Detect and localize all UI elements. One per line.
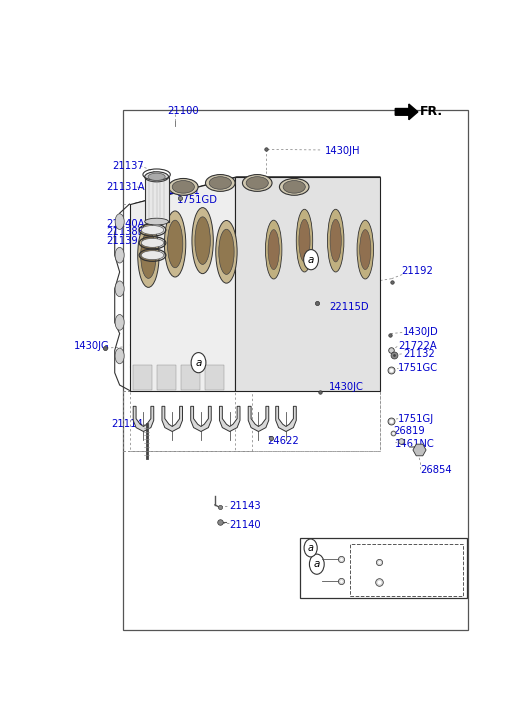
Text: FR.: FR.: [420, 105, 443, 119]
Text: a: a: [308, 254, 314, 265]
Text: 1430JD: 1430JD: [403, 327, 439, 337]
Ellipse shape: [115, 348, 124, 364]
Text: 21132: 21132: [403, 349, 435, 359]
Text: 1430JH: 1430JH: [325, 146, 360, 156]
Text: 1751GI: 1751GI: [308, 561, 344, 571]
Ellipse shape: [192, 208, 213, 273]
Ellipse shape: [246, 177, 268, 189]
Text: 1573GK: 1573GK: [359, 563, 399, 573]
Ellipse shape: [167, 220, 183, 268]
Text: a: a: [196, 358, 202, 368]
Text: 1430JG: 1430JG: [74, 341, 109, 351]
Ellipse shape: [279, 179, 309, 196]
Text: a: a: [307, 543, 314, 553]
Text: 21139: 21139: [107, 236, 138, 246]
Polygon shape: [395, 104, 418, 120]
Text: 21192: 21192: [401, 266, 433, 276]
Polygon shape: [133, 406, 154, 432]
Text: 21114: 21114: [111, 419, 143, 429]
Text: 26819: 26819: [393, 426, 425, 436]
Text: 21140A: 21140A: [107, 219, 145, 229]
Text: 21722A: 21722A: [398, 341, 437, 351]
Ellipse shape: [283, 180, 305, 193]
Text: (ALT.): (ALT.): [358, 553, 385, 563]
FancyBboxPatch shape: [157, 365, 176, 390]
Ellipse shape: [360, 230, 371, 270]
Ellipse shape: [141, 225, 164, 235]
Text: 26854: 26854: [420, 465, 452, 475]
FancyBboxPatch shape: [205, 365, 224, 390]
Polygon shape: [235, 177, 381, 390]
Polygon shape: [162, 406, 182, 432]
Text: 22115D: 22115D: [329, 302, 369, 312]
FancyBboxPatch shape: [181, 365, 200, 390]
Ellipse shape: [299, 220, 310, 262]
Ellipse shape: [169, 179, 198, 196]
Text: 1751GD: 1751GD: [177, 196, 218, 205]
Text: 21131A: 21131A: [107, 182, 145, 192]
FancyBboxPatch shape: [301, 538, 467, 598]
Text: 21138B: 21138B: [107, 228, 145, 237]
Ellipse shape: [328, 209, 344, 272]
Ellipse shape: [266, 220, 282, 279]
Ellipse shape: [145, 172, 169, 182]
Ellipse shape: [164, 211, 186, 277]
Ellipse shape: [115, 247, 124, 263]
Text: 21137: 21137: [112, 161, 144, 171]
Text: 21133: 21133: [308, 577, 340, 587]
Polygon shape: [134, 177, 381, 204]
Ellipse shape: [330, 220, 341, 262]
Text: 21143: 21143: [229, 501, 261, 511]
Ellipse shape: [357, 220, 374, 279]
Text: 1461NC: 1461NC: [395, 439, 435, 449]
Polygon shape: [219, 406, 240, 432]
Circle shape: [304, 249, 319, 270]
Circle shape: [310, 554, 324, 574]
Polygon shape: [191, 406, 211, 432]
Ellipse shape: [195, 217, 210, 265]
Ellipse shape: [206, 174, 235, 191]
Circle shape: [191, 353, 206, 373]
Text: 21100: 21100: [167, 106, 199, 116]
Ellipse shape: [209, 177, 232, 189]
Text: 24622: 24622: [268, 436, 299, 446]
Ellipse shape: [145, 218, 169, 225]
Polygon shape: [248, 406, 269, 432]
Ellipse shape: [172, 180, 195, 193]
Text: 1430JC: 1430JC: [329, 382, 364, 393]
Ellipse shape: [148, 173, 165, 180]
Text: 1751GC: 1751GC: [398, 364, 438, 373]
Ellipse shape: [242, 174, 272, 191]
Text: 21140: 21140: [229, 520, 261, 530]
Ellipse shape: [115, 214, 124, 230]
Ellipse shape: [216, 220, 237, 284]
Text: 1751GJ: 1751GJ: [398, 414, 434, 424]
Circle shape: [304, 539, 317, 557]
Ellipse shape: [141, 251, 164, 260]
Polygon shape: [276, 406, 296, 432]
Ellipse shape: [219, 229, 234, 274]
Ellipse shape: [138, 223, 159, 287]
FancyBboxPatch shape: [133, 365, 152, 390]
Ellipse shape: [115, 315, 124, 330]
Ellipse shape: [268, 230, 279, 270]
Ellipse shape: [141, 238, 164, 247]
Ellipse shape: [296, 209, 313, 272]
Ellipse shape: [115, 281, 124, 297]
Polygon shape: [413, 444, 426, 456]
Ellipse shape: [140, 232, 156, 278]
Text: 21161: 21161: [168, 186, 200, 196]
FancyBboxPatch shape: [145, 177, 169, 222]
Polygon shape: [130, 177, 235, 390]
Text: a: a: [314, 559, 320, 569]
